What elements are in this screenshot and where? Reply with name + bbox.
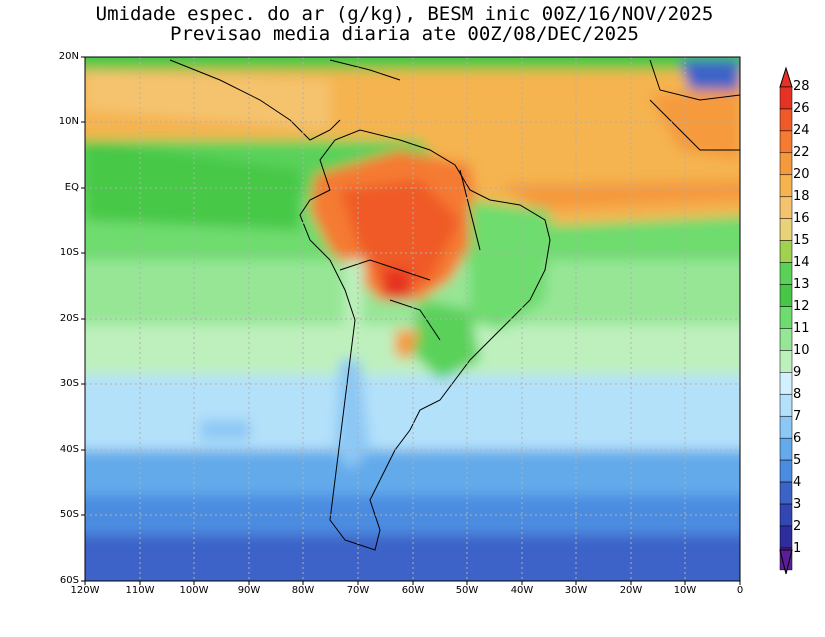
axis-ticks	[81, 56, 741, 585]
colorbar-boxes	[779, 86, 793, 571]
colorbar-label: 28	[793, 79, 810, 94]
map-title: Umidade espec. do ar (g/kg), BESM inic 0…	[95, 3, 714, 25]
lon-label: 90W	[237, 585, 261, 596]
lat-label: 10N	[58, 116, 79, 127]
colorbar-box	[779, 481, 793, 505]
lat-label: 30S	[59, 378, 79, 389]
lon-label: 110W	[125, 585, 155, 596]
colorbar	[779, 66, 793, 575]
lat-label: 50S	[59, 509, 79, 520]
lon-label: 60W	[401, 585, 425, 596]
lon-label: 10W	[673, 585, 697, 596]
humidity-field	[85, 57, 740, 581]
lat-label: 60S	[59, 575, 79, 586]
colorbar-label: 8	[793, 387, 802, 402]
colorbar-label: 1	[793, 541, 802, 556]
colorbar-label: 10	[793, 343, 810, 358]
colorbar-box	[779, 416, 793, 439]
colorbar-label: 7	[793, 409, 802, 424]
colorbar-box	[779, 108, 793, 132]
colorbar-label: 3	[793, 497, 802, 512]
colorbar-label: 2	[793, 519, 802, 534]
colorbar-box	[779, 459, 793, 483]
colorbar-label: 18	[793, 189, 810, 204]
colorbar-label: 16	[793, 211, 810, 226]
colorbar-top-arrow	[779, 66, 793, 88]
colorbar-box	[779, 525, 793, 549]
colorbar-box	[779, 196, 793, 219]
colorbar-box	[779, 174, 793, 197]
lat-label: 40S	[59, 444, 79, 455]
lat-label: 20S	[59, 313, 79, 324]
colorbar-bottom-arrow	[779, 549, 793, 575]
colorbar-box	[779, 350, 793, 373]
colorbar-label: 5	[793, 453, 802, 468]
colorbar-box	[779, 328, 793, 351]
colorbar-box	[779, 306, 793, 329]
colorbar-box	[779, 262, 793, 285]
grid-lines	[85, 57, 740, 581]
coastlines	[169, 59, 740, 551]
colorbar-box	[779, 130, 793, 154]
lon-label: 120W	[70, 585, 100, 596]
colorbar-label: 20	[793, 167, 810, 182]
lon-label: 20W	[619, 585, 643, 596]
colorbar-box	[779, 284, 793, 307]
colorbar-box	[779, 437, 793, 461]
lon-label: 100W	[179, 585, 209, 596]
colorbar-label: 22	[793, 145, 810, 160]
lat-label: 20N	[58, 51, 79, 62]
colorbar-box	[779, 394, 793, 417]
colorbar-box	[779, 218, 793, 241]
colorbar-box	[779, 86, 793, 110]
colorbar-label: 13	[793, 277, 810, 292]
colorbar-label: 9	[793, 365, 802, 380]
colorbar-box	[779, 240, 793, 263]
lon-label: 40W	[510, 585, 534, 596]
colorbar-box	[779, 152, 793, 175]
colorbar-label: 24	[793, 123, 810, 138]
lon-label: 70W	[346, 585, 370, 596]
colorbar-label: 6	[793, 431, 802, 446]
colorbar-label: 15	[793, 233, 810, 248]
lon-label: 50W	[455, 585, 479, 596]
lon-label: 30W	[564, 585, 588, 596]
colorbar-label: 26	[793, 101, 810, 116]
colorbar-label: 11	[793, 321, 810, 336]
map-subtitle: Previsao media diaria ate 00Z/08/DEC/202…	[170, 23, 639, 45]
colorbar-label: 12	[793, 299, 810, 314]
lat-label: EQ	[64, 182, 79, 193]
colorbar-box	[779, 372, 793, 395]
lat-label: 10S	[59, 247, 79, 258]
colorbar-label: 4	[793, 475, 802, 490]
colorbar-box	[779, 503, 793, 527]
lon-label: 0	[736, 585, 744, 596]
colorbar-label: 14	[793, 255, 810, 270]
lon-label: 80W	[291, 585, 315, 596]
